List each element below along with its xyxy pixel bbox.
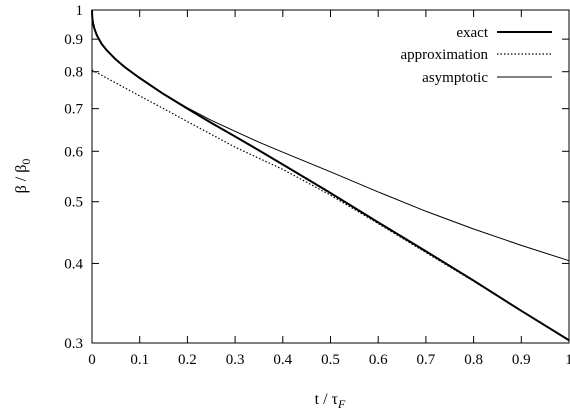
x-tick-label: 0.3	[226, 352, 245, 368]
x-tick-label: 0.8	[464, 352, 483, 368]
x-tick-label: 1	[565, 352, 570, 368]
y-tick-label: 0.4	[64, 256, 83, 272]
y-axis-label-sub: 0	[19, 159, 33, 165]
x-axis-label: t / τF	[315, 391, 346, 411]
legend-label-exact: exact	[456, 25, 488, 41]
legend-label-asymptotic: asymptotic	[422, 70, 488, 86]
x-tick-label: 0.9	[512, 352, 531, 368]
y-tick-label: 1	[76, 3, 84, 19]
y-axis-label-main: β / β	[13, 165, 30, 194]
y-tick-label: 0.9	[64, 32, 83, 48]
y-tick-label: 0.5	[64, 195, 83, 211]
y-tick-label: 0.8	[64, 65, 83, 81]
x-tick-label: 0.1	[130, 352, 149, 368]
y-axis-ticks: 0.3 0.4 0.5 0.6 0.7 0.8 0.9 1	[64, 3, 569, 352]
series-layer	[91, 9, 570, 342]
x-axis-label-main: t / τ	[315, 391, 339, 408]
series-line-asymptotic	[91, 9, 570, 262]
series-line-exact	[91, 9, 570, 342]
legend: exact approximation asymptotic	[401, 25, 552, 86]
x-tick-label: 0.4	[273, 352, 292, 368]
x-tick-label: 0.2	[178, 352, 197, 368]
plot-frame	[91, 9, 570, 344]
y-tick-label: 0.6	[64, 144, 83, 160]
series-line-approximation	[91, 69, 570, 341]
y-tick-label: 0.3	[64, 336, 83, 352]
x-tick-label: 0.7	[417, 352, 436, 368]
x-tick-label: 0.5	[321, 352, 340, 368]
y-axis-label: β / β0	[13, 159, 33, 194]
x-axis-label-sub: F	[337, 397, 346, 411]
x-tick-label: 0.6	[369, 352, 388, 368]
x-tick-label: 0	[88, 352, 96, 368]
x-axis-ticks: 0 0.1 0.2 0.3 0.4 0.5 0.6 0.7 0.8 0.9 1	[88, 10, 570, 368]
y-tick-label: 0.7	[64, 102, 83, 118]
legend-label-approximation: approximation	[401, 47, 489, 63]
